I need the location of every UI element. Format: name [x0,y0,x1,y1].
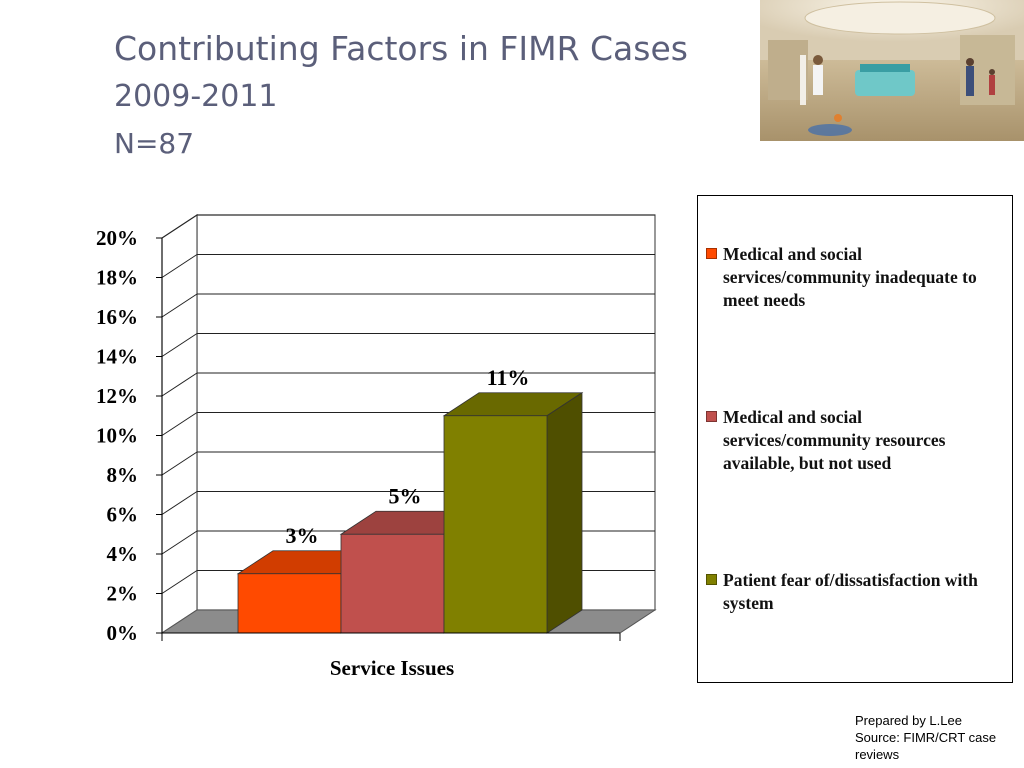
y-tick-label: 16% [96,305,138,329]
gridline-side [161,372,198,397]
prepared-by: Prepared by L.Lee [855,713,962,728]
hospital-lobby-photo [760,0,1024,141]
gridline-side [161,530,198,555]
data-label-series-1: 3% [286,523,319,548]
y-tick-label: 14% [96,345,138,369]
chart-bars [236,392,584,634]
y-tick-label: 0% [107,621,139,645]
gridline-side [161,570,198,594]
y-tick-label: 18% [96,266,138,290]
legend-item-not-used: Medical and social services/community re… [706,406,1006,475]
y-axis-ticks: 0% 2% 4% 6% 8% 10% 12% 14% 16% 18% 20% [96,226,621,645]
legend-label-inadequate: Medical and social services/community in… [723,244,977,310]
legend-label-fear: Patient fear of/dissatisfaction with sys… [723,570,978,613]
title-sample-size: N=87 [114,127,195,160]
hospital-lobby-illustration [760,0,1024,141]
bar-chart-svg: 0% 2% 4% 6% 8% 10% 12% 14% 16% 18% 20% 3% 5% 11% Ser… [96,213,657,680]
slide-footer: Prepared by L.Lee Source: FIMR/CRT case … [855,712,1020,763]
x-axis-label: Service Issues [330,656,454,680]
data-label-series-3: 11% [487,365,530,390]
legend-item-fear: Patient fear of/dissatisfaction with sys… [706,569,1006,615]
y-tick-label: 20% [96,226,138,250]
source-note: Source: FIMR/CRT case reviews [855,730,997,762]
gridline-side [161,254,198,278]
bar-front-series-3 [443,415,548,634]
legend-swatch-inadequate [706,248,717,259]
title-years: 2009-2011 [114,79,278,114]
y-tick-label: 12% [96,384,138,408]
gridline-side [161,214,198,239]
bar-series-3 [442,392,584,634]
gridline-side [161,451,198,476]
bar-side-series-3 [546,392,583,634]
y-tick-label: 4% [107,542,139,566]
bar-chart: 0% 2% 4% 6% 8% 10% 12% 14% 16% 18% 20% 3% 5% 11% Ser… [0,190,690,690]
legend-item-inadequate: Medical and social services/community in… [706,243,1006,312]
gridline-side [161,333,198,357]
bar-front-series-1 [237,573,342,634]
gridline-side [161,491,198,515]
data-labels: 3% 5% 11% [286,365,530,548]
y-tick-label: 8% [107,463,139,487]
bar-front-series-2 [340,533,445,634]
legend-swatch-not-used [706,411,717,422]
legend-label-not-used: Medical and social services/community re… [723,407,946,473]
gridline-side [161,412,198,436]
gridline-side [161,293,198,318]
y-tick-label: 10% [96,424,138,448]
data-label-series-2: 5% [389,483,422,508]
slide-title: Contributing Factors in FIMR Cases 2009-… [114,26,688,166]
title-main: Contributing Factors in FIMR Cases [114,29,688,68]
legend-swatch-fear [706,574,717,585]
y-tick-label: 6% [107,503,139,527]
y-tick-label: 2% [107,582,139,606]
chart-legend: Medical and social services/community in… [697,195,1013,683]
